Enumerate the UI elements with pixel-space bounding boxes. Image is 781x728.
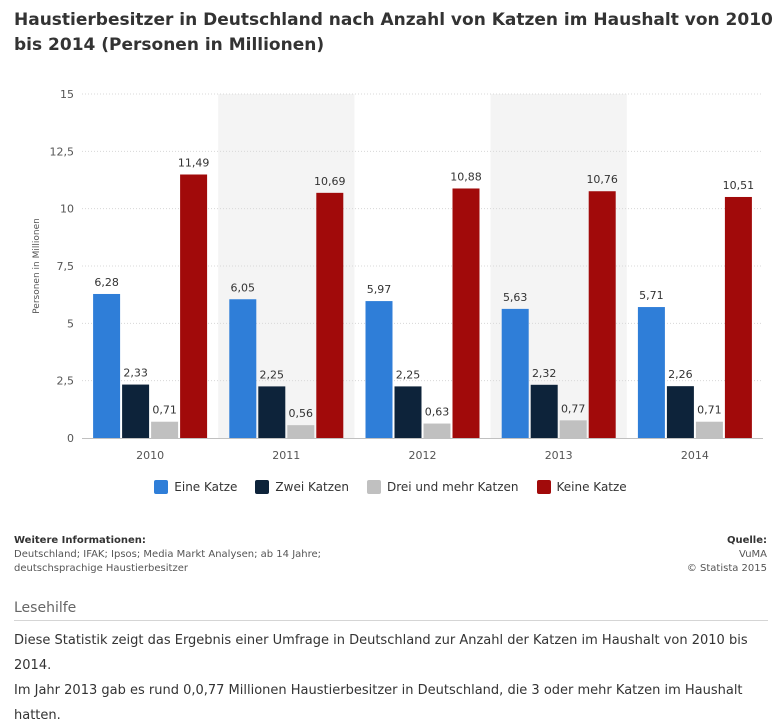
bar-2012-2 [423,423,451,438]
bar-chart: 0 2,5 5 7,5 10 12,5 15 6,28 2,33 0,71 11,49 6,05 2,… [32,88,763,462]
data-label: 5,97 [367,283,392,296]
reading-aid-heading: Lesehilfe [14,600,768,621]
x-axis-ticks: 2010 2011 2012 2013 2014 [136,449,709,462]
bar-2012-1 [394,386,422,438]
info-line-2: deutschsprachige Haustierbesitzer [14,563,188,574]
source-heading: Quelle: [726,535,767,546]
data-label: 0,71 [152,404,177,417]
data-label: 10,76 [586,173,618,186]
bar-2013-1 [530,384,558,438]
data-label: 5,63 [503,291,528,304]
legend-item[interactable]: Keine Katze [536,480,627,494]
data-label: 0,71 [697,404,722,417]
bar-2011-3 [316,192,344,438]
bar-2010-1 [122,384,150,438]
bar-2011-1 [258,386,286,438]
legend-item[interactable]: Eine Katze [154,480,237,494]
bar-2010-2 [151,421,179,438]
legend-label: Keine Katze [556,480,627,494]
data-label: 11,49 [178,156,210,169]
legend-swatch [366,480,381,494]
y-tick-label: 7,5 [57,260,75,273]
y-tick-label: 2,5 [57,375,75,388]
x-tick-label: 2011 [272,449,300,462]
bar-2010-0 [93,293,121,438]
bar-2013-2 [559,420,587,438]
further-information: Weitere Informationen: Deutschland; IFAK… [14,534,321,576]
y-tick-label: 0 [67,432,74,445]
description-line-1: Diese Statistik zeigt das Ergebnis einer… [14,633,748,673]
data-label: 2,33 [123,367,148,380]
source-name: VuMA [739,549,767,560]
data-label: 5,71 [639,289,664,302]
bar-2013-3 [588,191,616,438]
y-tick-label: 5 [67,317,74,330]
data-label: 10,69 [314,175,346,188]
chart-title: Haustierbesitzer in Deutschland nach Anz… [14,10,773,55]
data-labels: 6,28 2,33 0,71 11,49 6,05 2,25 0,56 10,69 5,97 2,… [94,156,754,420]
description-line-2: Im Jahr 2013 gab es rund 0,0,77 Millione… [14,683,743,723]
data-label: 2,26 [668,368,693,381]
data-label: 6,05 [231,281,256,294]
x-tick-label: 2013 [545,449,573,462]
description: Diese Statistik zeigt das Ergebnis einer… [14,628,774,728]
bar-2011-2 [287,425,315,438]
data-label: 2,25 [260,368,285,381]
bar-2010-3 [180,174,208,438]
y-axis-label: Personen in Millionen [32,218,42,314]
y-tick-label: 10 [60,203,74,216]
bars [93,174,752,438]
bar-2014-0 [637,307,665,438]
bar-2011-0 [229,299,257,438]
legend-label: Eine Katze [174,480,238,494]
x-tick-label: 2010 [136,449,164,462]
data-label: 10,51 [723,179,755,192]
legend-item[interactable]: Drei und mehr Katzen [366,480,519,494]
legend-swatch [536,480,551,494]
legend: Eine Katze Zwei Katzen Drei und mehr Katze… [0,480,781,497]
data-label: 2,25 [396,368,421,381]
bar-2012-0 [365,301,393,438]
legend-swatch [154,480,169,494]
bar-2013-0 [501,308,529,438]
x-tick-label: 2012 [409,449,437,462]
data-label: 6,28 [94,276,119,289]
y-tick-label: 15 [60,88,74,101]
info-heading: Weitere Informationen: [14,535,146,546]
info-line-1: Deutschland; IFAK; Ipsos; Media Markt An… [14,549,322,560]
y-axis-ticks: 0 2,5 5 7,5 10 12,5 15 [50,88,75,445]
bar-2014-1 [666,386,694,438]
data-label: 10,88 [450,170,482,183]
x-tick-label: 2014 [681,449,709,462]
data-label: 0,56 [289,407,314,420]
legend-item[interactable]: Zwei Katzen [255,480,349,494]
bar-2014-3 [724,196,752,438]
data-label: 0,77 [561,402,586,415]
bar-2014-2 [695,421,723,438]
y-tick-label: 12,5 [50,145,75,158]
source-block: Quelle: VuMA © Statista 2015 [687,534,767,576]
copyright: © Statista 2015 [686,563,767,574]
legend-label: Zwei Katzen [275,480,349,494]
legend-swatch [255,480,270,494]
legend-label: Drei und mehr Katzen [386,480,519,494]
data-label: 0,63 [425,406,450,419]
bar-2012-3 [452,188,480,438]
data-label: 2,32 [532,367,557,380]
